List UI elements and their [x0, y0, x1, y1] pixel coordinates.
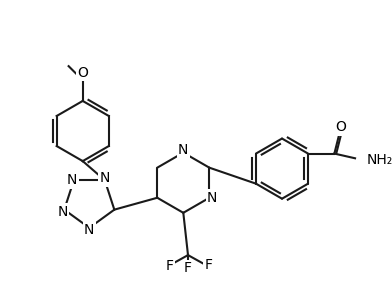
- Text: O: O: [77, 66, 88, 80]
- Text: N: N: [178, 143, 189, 157]
- Text: N: N: [207, 191, 217, 205]
- Text: NH₂: NH₂: [367, 153, 392, 167]
- Text: N: N: [67, 173, 77, 187]
- Text: F: F: [184, 261, 192, 275]
- Text: N: N: [100, 171, 110, 185]
- Text: N: N: [84, 223, 94, 237]
- Text: N: N: [57, 205, 67, 218]
- Text: F: F: [165, 259, 173, 273]
- Text: O: O: [336, 120, 347, 134]
- Text: F: F: [205, 258, 213, 271]
